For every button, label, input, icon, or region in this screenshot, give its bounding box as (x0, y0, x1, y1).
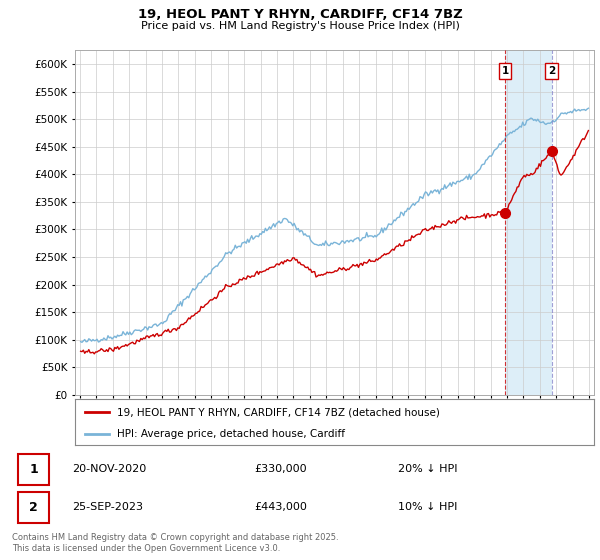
Text: 19, HEOL PANT Y RHYN, CARDIFF, CF14 7BZ (detached house): 19, HEOL PANT Y RHYN, CARDIFF, CF14 7BZ … (116, 407, 439, 417)
Text: 1: 1 (29, 463, 38, 476)
Text: HPI: Average price, detached house, Cardiff: HPI: Average price, detached house, Card… (116, 429, 344, 438)
Text: Price paid vs. HM Land Registry's House Price Index (HPI): Price paid vs. HM Land Registry's House … (140, 21, 460, 31)
Text: 2: 2 (29, 501, 38, 514)
Text: 20% ↓ HPI: 20% ↓ HPI (398, 464, 457, 474)
Text: 19, HEOL PANT Y RHYN, CARDIFF, CF14 7BZ: 19, HEOL PANT Y RHYN, CARDIFF, CF14 7BZ (137, 8, 463, 21)
Bar (18, 454, 49, 484)
Text: 20-NOV-2020: 20-NOV-2020 (73, 464, 147, 474)
Text: 2: 2 (548, 66, 555, 76)
Text: 1: 1 (502, 66, 509, 76)
Text: 25-SEP-2023: 25-SEP-2023 (73, 502, 143, 512)
Text: Contains HM Land Registry data © Crown copyright and database right 2025.
This d: Contains HM Land Registry data © Crown c… (12, 533, 338, 553)
Bar (505, 50, 551, 395)
Text: 10% ↓ HPI: 10% ↓ HPI (398, 502, 457, 512)
Bar (18, 492, 49, 522)
Text: £443,000: £443,000 (254, 502, 307, 512)
Text: £330,000: £330,000 (254, 464, 307, 474)
